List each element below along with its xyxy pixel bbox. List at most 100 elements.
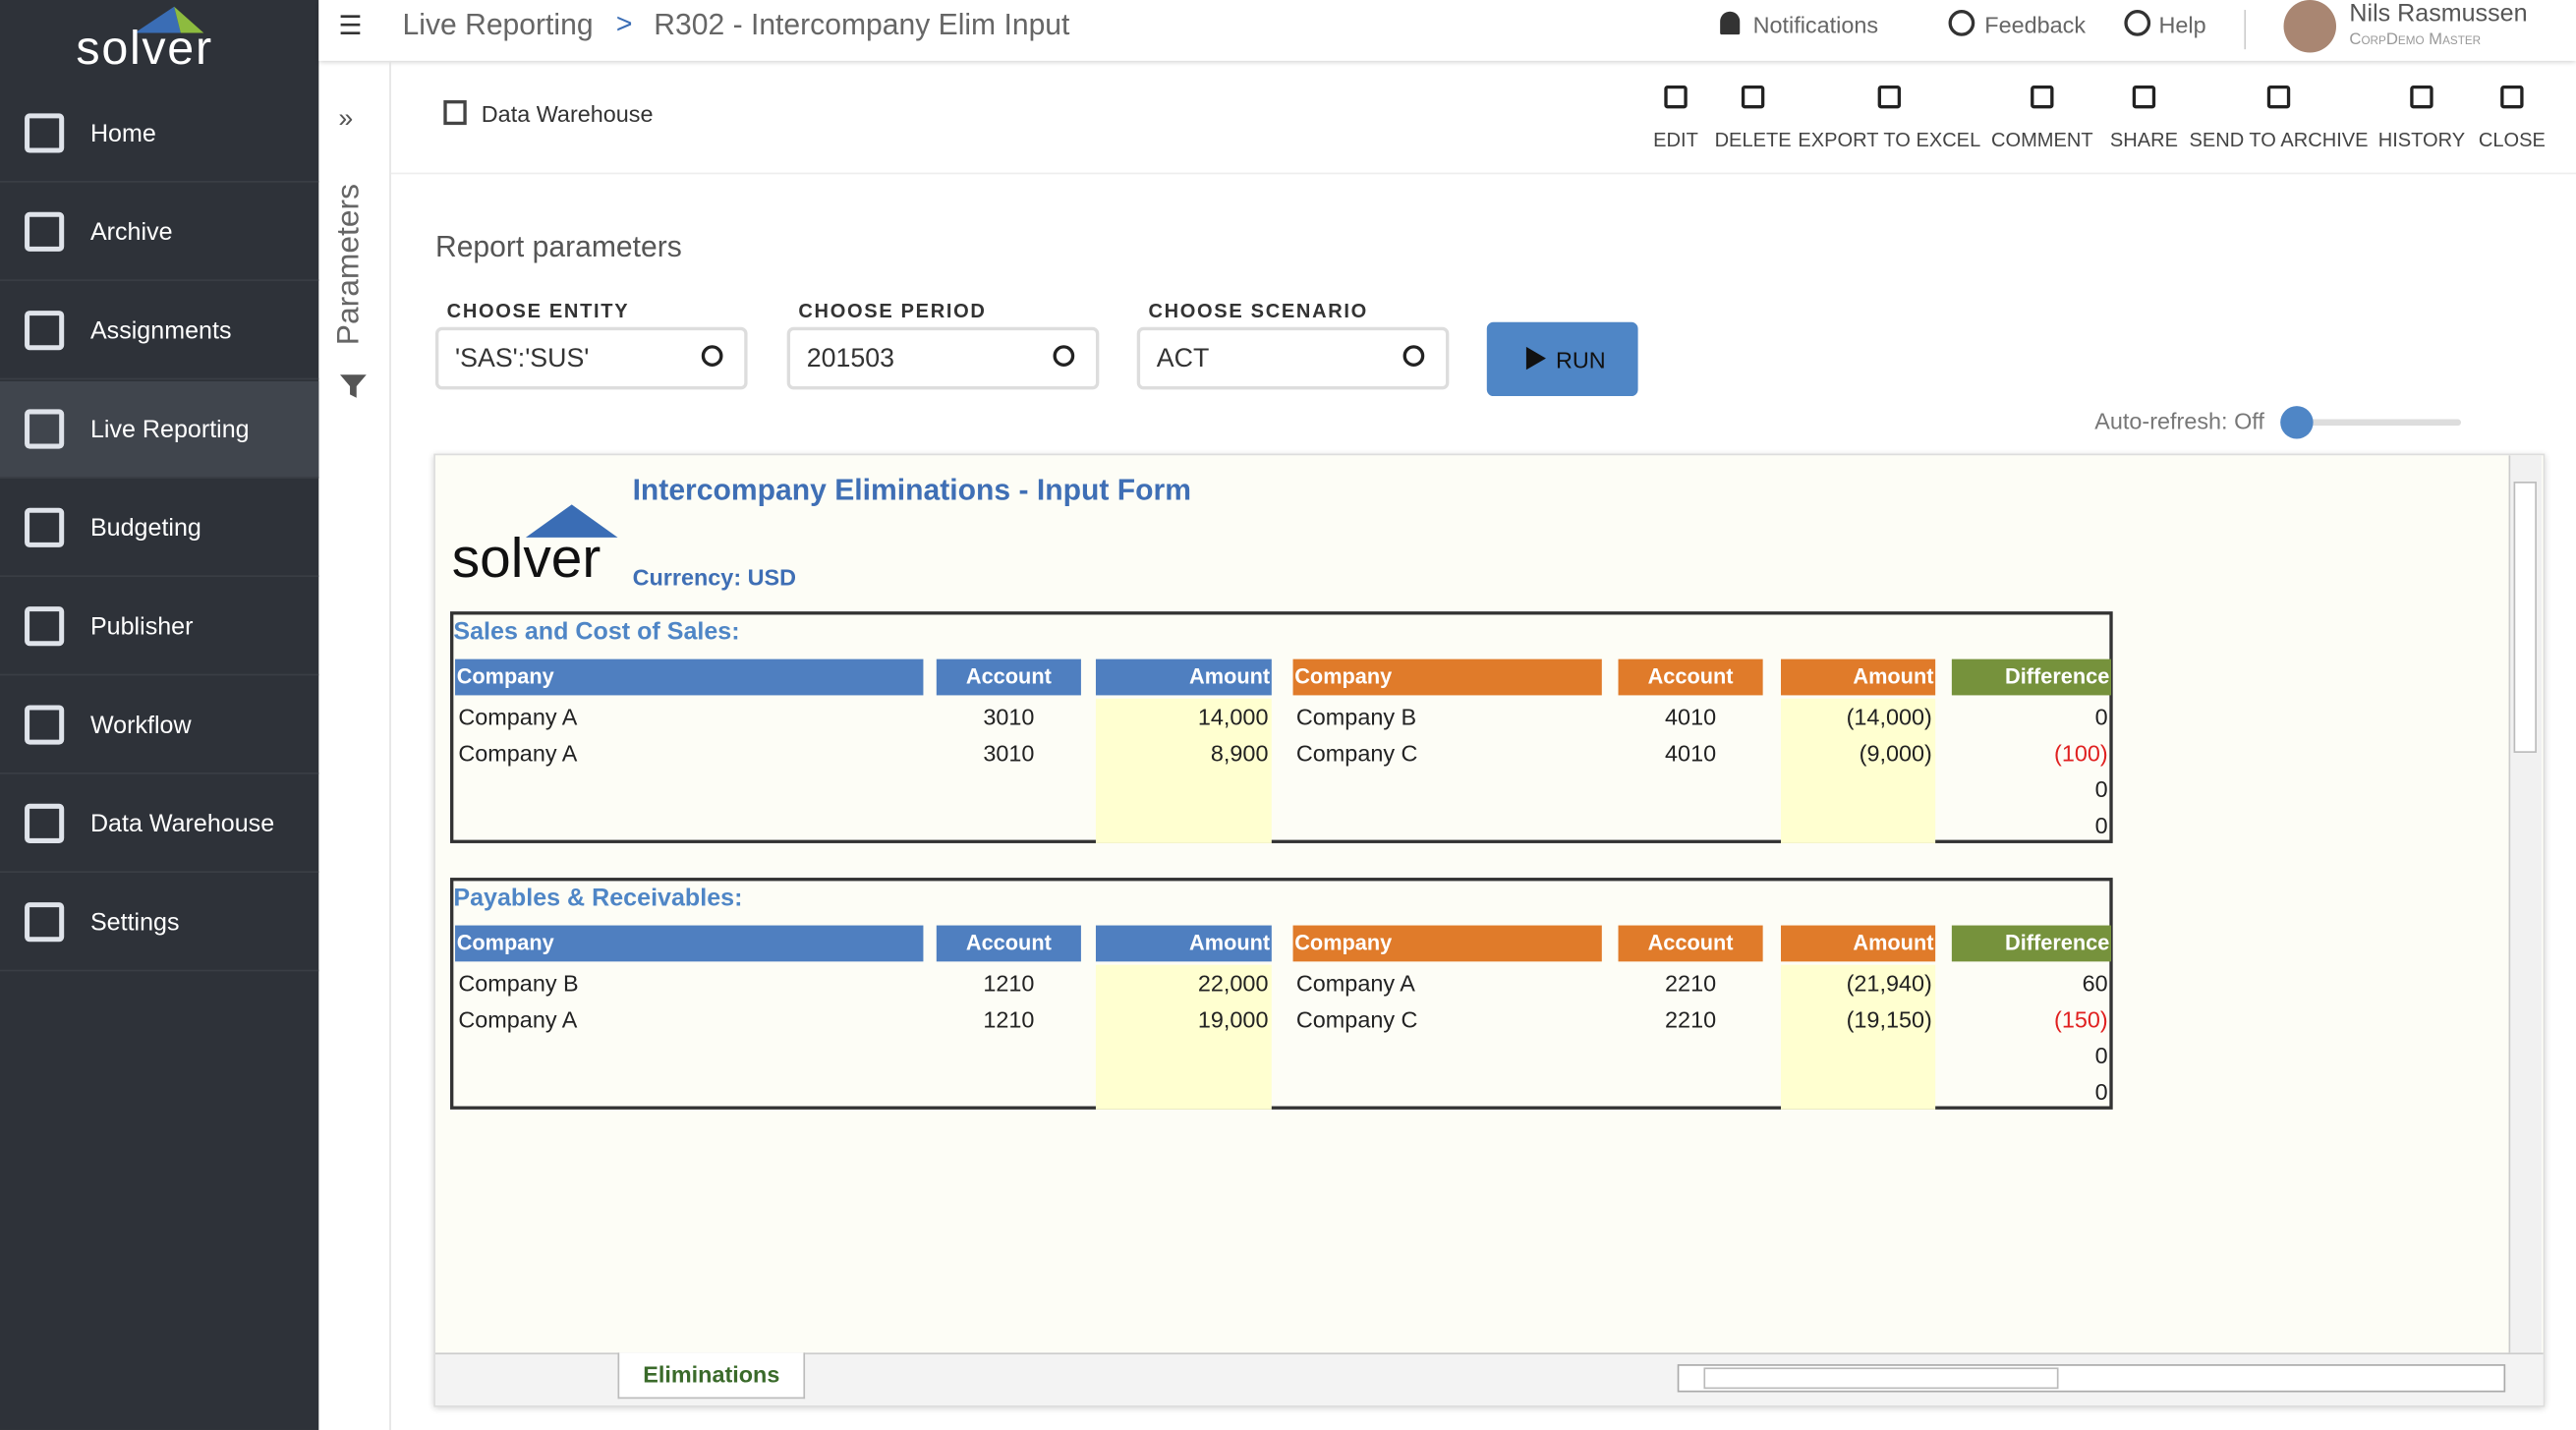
- report-currency: Currency: USD: [632, 563, 797, 591]
- nav-label: Publisher: [89, 612, 194, 642]
- feedback-icon: [1948, 10, 1975, 36]
- cell: Company A: [458, 1005, 578, 1033]
- field-input[interactable]: ACT: [1136, 326, 1450, 390]
- column-header: Company: [1292, 925, 1602, 962]
- menu-icon[interactable]: ☰: [338, 13, 363, 41]
- scroll-thumb[interactable]: [2513, 482, 2537, 753]
- action-label[interactable]: EXPORT TO EXCEL: [1798, 128, 1981, 151]
- nav-item[interactable]: Settings: [0, 875, 319, 972]
- nav-label: Workflow: [89, 712, 192, 740]
- column-header: Amount: [1781, 925, 1936, 962]
- action-icon[interactable]: [2031, 85, 2054, 109]
- cell: 0: [2094, 775, 2108, 803]
- column-header: Account: [936, 925, 1081, 962]
- field-input[interactable]: 'SAS':'SUS': [434, 326, 748, 390]
- cell[interactable]: 14,000: [1197, 703, 1269, 730]
- nav-item[interactable]: Data Warehouse: [0, 775, 319, 874]
- action-icon[interactable]: [2266, 85, 2291, 109]
- filter-icon[interactable]: [338, 372, 368, 401]
- action-icon[interactable]: [2410, 85, 2433, 109]
- toggle-knob[interactable]: [2280, 406, 2314, 439]
- section-heading: Sales and Cost of Sales:: [453, 617, 740, 647]
- input-column: [1781, 964, 1936, 1110]
- cell: Company A: [458, 739, 578, 767]
- breadcrumb: R302 - Intercompany Elim Input: [654, 8, 1070, 41]
- action-label[interactable]: HISTORY: [2377, 128, 2466, 151]
- cell[interactable]: 8,900: [1210, 739, 1269, 767]
- run-button[interactable]: RUN: [1486, 321, 1638, 397]
- nav-item[interactable]: Workflow: [0, 677, 319, 774]
- nav-item[interactable]: Assignments: [0, 283, 319, 380]
- cell: 3010: [983, 739, 1035, 767]
- nav-item[interactable]: Budgeting: [0, 480, 319, 578]
- action-label[interactable]: CLOSE: [2478, 128, 2546, 151]
- source-select[interactable]: Data Warehouse: [481, 100, 654, 127]
- cell: 0: [2094, 1078, 2108, 1105]
- field-label: CHOOSE PERIOD: [798, 299, 987, 322]
- cell[interactable]: (21,940): [1846, 969, 1932, 997]
- nav-label: Live Reporting: [89, 416, 250, 444]
- cell: Company A: [458, 703, 578, 730]
- nav-item[interactable]: Home: [0, 86, 319, 183]
- field-label: CHOOSE SCENARIO: [1148, 299, 1368, 322]
- bell-icon: [1720, 11, 1741, 35]
- nav-item[interactable]: Live Reporting: [0, 380, 319, 479]
- field-input[interactable]: 201503: [786, 326, 1100, 390]
- cell: Company B: [458, 969, 579, 997]
- nav-icon: [25, 606, 65, 647]
- parameters-tab[interactable]: Parameters: [331, 183, 367, 346]
- search-icon: [1402, 345, 1425, 367]
- cell[interactable]: (19,150): [1846, 1005, 1932, 1033]
- user-role: CorpDemo Master: [2349, 30, 2482, 50]
- help[interactable]: Help: [2158, 11, 2206, 38]
- cell[interactable]: 19,000: [1197, 1005, 1269, 1033]
- column-header: Difference: [1951, 925, 2112, 962]
- hscroll-thumb[interactable]: [1703, 1367, 2059, 1390]
- nav-item[interactable]: Archive: [0, 184, 319, 281]
- notifications[interactable]: Notifications: [1752, 11, 1879, 38]
- sheet-tab[interactable]: Eliminations: [617, 1352, 806, 1400]
- nav-item[interactable]: Publisher: [0, 579, 319, 676]
- cell: Company C: [1295, 1005, 1418, 1033]
- cell: 4010: [1665, 703, 1717, 730]
- cell: 2210: [1665, 1005, 1717, 1033]
- cell[interactable]: (9,000): [1859, 739, 1932, 767]
- action-icon[interactable]: [1877, 85, 1902, 109]
- cell[interactable]: (14,000): [1846, 703, 1932, 730]
- action-icon[interactable]: [1741, 85, 1765, 109]
- cell: (150): [2054, 1005, 2108, 1033]
- nav-label: Archive: [89, 218, 173, 247]
- action-label[interactable]: EDIT: [1653, 128, 1698, 151]
- action-icon[interactable]: [2132, 85, 2156, 109]
- cell: 60: [2082, 969, 2108, 997]
- action-label[interactable]: SHARE: [2109, 128, 2178, 151]
- cell: 1210: [983, 969, 1035, 997]
- action-icon[interactable]: [2500, 85, 2524, 109]
- nav-label: Home: [89, 120, 156, 148]
- nav-icon: [25, 113, 65, 153]
- action-label[interactable]: COMMENT: [1990, 128, 2093, 151]
- column-header: Account: [1618, 658, 1763, 696]
- toggle-track[interactable]: [2296, 419, 2462, 427]
- cell: Company B: [1295, 703, 1417, 730]
- divider: [2244, 10, 2247, 50]
- header: [318, 0, 2576, 61]
- nav-icon: [25, 409, 65, 449]
- cell[interactable]: 22,000: [1197, 969, 1269, 997]
- action-label[interactable]: DELETE: [1714, 128, 1792, 151]
- action-label[interactable]: SEND TO ARCHIVE: [2189, 128, 2369, 151]
- cell: 0: [2094, 1042, 2108, 1069]
- field-value: 'SAS':'SUS': [455, 345, 590, 373]
- section-title[interactable]: Report parameters: [434, 230, 682, 263]
- breadcrumb[interactable]: Live Reporting: [402, 8, 594, 41]
- cell: 0: [2094, 703, 2108, 730]
- nav-icon: [25, 705, 65, 745]
- sidebar-logo: solver: [76, 23, 213, 76]
- avatar[interactable]: [2283, 0, 2337, 53]
- expand-icon[interactable]: »: [338, 105, 354, 134]
- field-label: CHOOSE ENTITY: [446, 299, 630, 322]
- feedback[interactable]: Feedback: [1984, 11, 2087, 38]
- cell: 4010: [1665, 739, 1717, 767]
- action-icon[interactable]: [1664, 85, 1688, 109]
